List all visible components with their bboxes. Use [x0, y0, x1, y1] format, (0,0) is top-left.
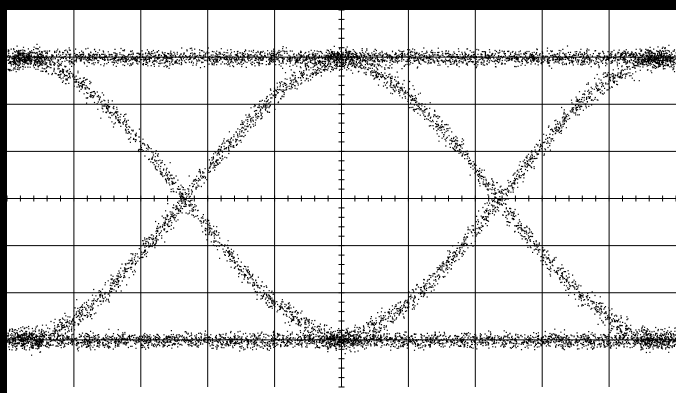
frame-top: [0, 0, 676, 10]
frame-left: [0, 0, 7, 393]
